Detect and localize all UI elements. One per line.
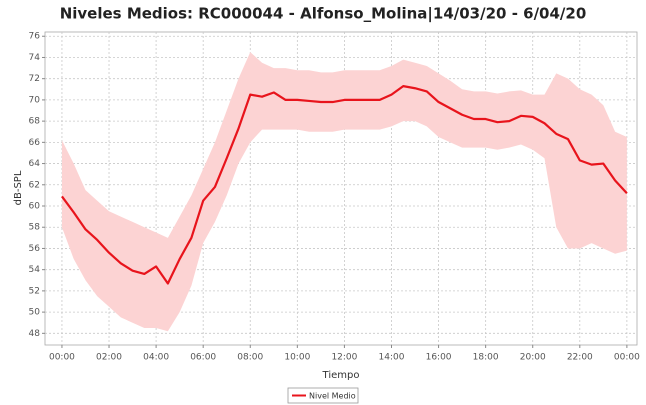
y-tick-label: 64 bbox=[29, 159, 41, 169]
x-tick-label: 10:00 bbox=[284, 353, 310, 363]
y-tick-label: 50 bbox=[29, 308, 41, 318]
y-tick-label: 62 bbox=[29, 180, 40, 190]
line bbox=[61, 85, 628, 285]
x-tick-label: 06:00 bbox=[190, 353, 216, 363]
x-tick-label: 18:00 bbox=[473, 353, 499, 363]
y-tick-label: 66 bbox=[29, 138, 41, 148]
x-tick-label: 04:00 bbox=[143, 353, 169, 363]
band-area bbox=[61, 52, 627, 332]
x-tick-label: 22:00 bbox=[567, 353, 593, 363]
x-tick-label: 12:00 bbox=[331, 353, 357, 363]
y-tick-label: 48 bbox=[29, 329, 41, 339]
x-tick-label: 16:00 bbox=[426, 353, 452, 363]
x-tick-label: 02:00 bbox=[96, 353, 122, 363]
y-tick-label: 74 bbox=[29, 53, 41, 63]
x-tick-label: 00:00 bbox=[49, 353, 75, 363]
y-tick-label: 76 bbox=[29, 32, 41, 42]
x-tick-label: 20:00 bbox=[520, 353, 546, 363]
legend-label: Nivel Medio bbox=[309, 392, 356, 401]
y-tick-label: 72 bbox=[29, 74, 40, 84]
y-tick-label: 52 bbox=[29, 286, 40, 296]
chart-title: Niveles Medios: RC000044 - Alfonso_Molin… bbox=[60, 5, 587, 24]
x-tick-label: 00:00 bbox=[614, 353, 640, 363]
y-tick-label: 68 bbox=[29, 117, 41, 127]
y-tick-label: 56 bbox=[29, 244, 41, 254]
y-tick-label: 60 bbox=[29, 202, 41, 212]
y-tick-label: 58 bbox=[29, 223, 41, 233]
legend-box bbox=[287, 387, 359, 404]
y-tick-label: 70 bbox=[29, 95, 41, 105]
x-tick-label: 08:00 bbox=[237, 353, 263, 363]
x-tick-label: 14:00 bbox=[379, 353, 405, 363]
y-tick-label: 54 bbox=[29, 265, 41, 275]
x-axis-label: Tiempo bbox=[322, 370, 360, 381]
y-axis-label: dB-SPL bbox=[13, 170, 24, 205]
